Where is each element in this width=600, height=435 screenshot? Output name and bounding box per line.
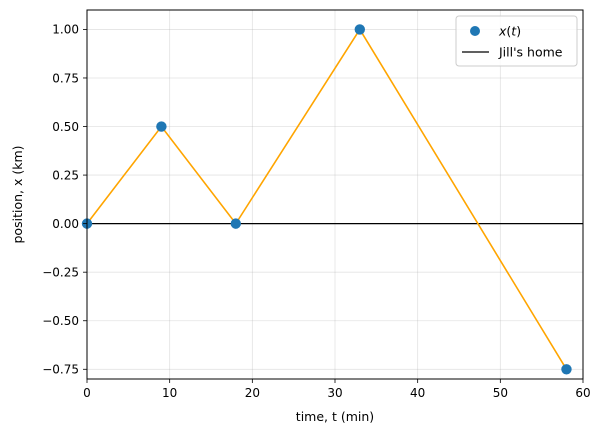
x-tick-label-6: 60: [575, 386, 590, 400]
y-tick-label-1: −0.50: [42, 314, 79, 328]
x-axis-label: time, t (min): [296, 409, 374, 424]
legend-label-xt: x(t): [498, 24, 521, 39]
x-tick-label-4: 40: [410, 386, 425, 400]
legend-label-xt-arg: t: [511, 24, 517, 39]
x-tick-label-3: 30: [327, 386, 342, 400]
legend-label-xt-open: (: [506, 24, 511, 39]
y-tick-label-2: −0.25: [42, 265, 79, 279]
data-point-3: [354, 24, 365, 35]
legend-label-xt-var: x: [498, 24, 507, 39]
legend-label-xt-close: ): [516, 24, 521, 39]
legend-box: [455, 15, 578, 67]
legend-marker-xt: [470, 26, 480, 36]
x-axis-label-text: time, t (min): [296, 409, 374, 424]
legend: x(t) Jill's home: [455, 15, 578, 67]
x-tick-label-2: 20: [245, 386, 260, 400]
x-tick-label-5: 50: [493, 386, 508, 400]
x-tick-label-1: 10: [162, 386, 177, 400]
y-tick-label-0: −0.75: [42, 363, 79, 377]
y-tick-label-5: 0.50: [52, 120, 79, 134]
data-point-4: [561, 364, 572, 375]
data-point-2: [230, 218, 241, 229]
y-tick-label-3: 0.00: [52, 217, 79, 231]
y-tick-label-7: 1.00: [52, 23, 79, 37]
y-axis-ticks: −0.75 −0.50 −0.25 0.00 0.25 0.50 0.75 1.00: [42, 23, 87, 377]
y-tick-label-6: 0.75: [52, 71, 79, 85]
y-axis-label-text: position, x (km): [10, 146, 25, 244]
x-tick-label-0: 0: [83, 386, 91, 400]
x-axis-ticks: 0 10 20 30 40 50 60: [83, 379, 591, 400]
y-tick-label-4: 0.25: [52, 168, 79, 182]
data-point-1: [156, 121, 167, 132]
legend-label-jills-home: Jill's home: [498, 45, 563, 60]
y-axis-label: position, x (km): [10, 146, 25, 244]
